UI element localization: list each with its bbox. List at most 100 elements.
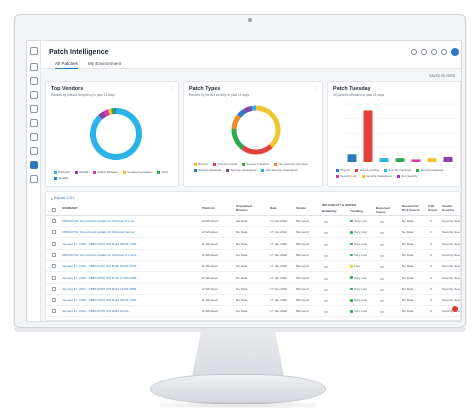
table-row[interactable]: January 17, 2022 - KB5010790 (OS Build 1… <box>46 273 460 284</box>
cell-trending: Very Low <box>350 230 367 234</box>
cell-summary[interactable]: January 17, 2022 - KB5010789 (OS Build 1… <box>62 286 139 291</box>
automation-icon[interactable] <box>30 119 38 127</box>
header-platform[interactable]: Platform <box>202 206 215 210</box>
table-row[interactable]: KB5010795: Out-of-band update for Window… <box>46 216 460 227</box>
legend-swatch <box>241 162 245 166</box>
patch-intelligence-icon[interactable] <box>30 161 38 169</box>
patch-type-slice[interactable] <box>241 144 273 155</box>
patch-type-slice[interactable] <box>237 108 247 118</box>
cell-summary[interactable]: KB5010792: Out-of-band update for Window… <box>62 252 139 257</box>
row-checkbox[interactable] <box>52 286 56 291</box>
patch-tuesday-bar[interactable] <box>395 158 405 162</box>
cell-date: 17 Jan 2022 <box>270 252 288 257</box>
shield-icon[interactable] <box>30 91 38 99</box>
row-checkbox[interactable] <box>52 219 56 223</box>
header-summary[interactable]: SUMMARY <box>62 206 78 210</box>
select-all-checkbox[interactable] <box>52 208 56 212</box>
cell-reliability <box>324 232 328 235</box>
table-row[interactable]: January 17, 2022 - KB5010795 (OS Build 1… <box>46 306 460 318</box>
legend-swatch <box>274 162 278 166</box>
table-row[interactable]: KB5010792: Out-of-band update for Window… <box>46 250 460 261</box>
cell-summary[interactable]: KB5010794: Out-of-band update for Window… <box>62 230 137 235</box>
header-trending[interactable]: Trending <box>350 209 364 213</box>
header-vendor-severity[interactable]: Vendor Severity <box>442 204 455 212</box>
patch-tuesday-bar[interactable] <box>427 158 437 162</box>
row-checkbox[interactable] <box>52 230 56 235</box>
home-icon[interactable] <box>30 47 38 55</box>
legend-label: Security Critical <box>359 168 379 172</box>
cell-summary[interactable]: January 17, 2022 - KB5010790 (OS Build 1… <box>62 275 139 280</box>
table-row[interactable]: January 17, 2022 - KB5010793 (OS Build 1… <box>46 295 460 307</box>
cell-unpatched: No Data <box>236 298 248 303</box>
patch-type-slice[interactable] <box>231 114 242 129</box>
tab-all-patches[interactable]: All Patches <box>55 61 78 69</box>
export-csv-button[interactable]: ⤓ Export CSV <box>51 195 75 200</box>
table-row[interactable]: January 17, 2022 - KB5010793 (OS Build 1… <box>46 239 460 250</box>
cell-date: 17 Jan 2022 <box>270 275 288 280</box>
header-date[interactable]: Date <box>270 206 277 210</box>
vendor-slice[interactable] <box>90 108 142 160</box>
users-icon[interactable] <box>30 133 38 141</box>
vendor-slice[interactable] <box>103 109 110 117</box>
cell-reported-issues <box>380 300 384 303</box>
help-circle-icon[interactable] <box>431 49 437 55</box>
cell-summary[interactable]: January 17, 2022 - KB5010793 (OS Build 1… <box>62 298 139 303</box>
top-vendors-title: Top Vendors <box>51 86 84 92</box>
cell-summary[interactable]: KB5010795: Out-of-band update for Window… <box>62 219 137 223</box>
patch-tuesday-bar[interactable] <box>411 159 421 162</box>
patch-type-slice[interactable] <box>255 105 281 148</box>
dashboard-icon[interactable] <box>30 63 38 71</box>
patch-tuesday-bar[interactable] <box>379 158 389 162</box>
vendor-slice[interactable] <box>98 111 107 120</box>
cell-reported-issues <box>380 254 384 257</box>
more-icon[interactable]: ⋮ <box>170 86 174 91</box>
table-row[interactable]: KB5010794: Out-of-band update for Window… <box>46 227 460 239</box>
legend-label: Security Low <box>340 174 357 178</box>
header-cve-count[interactable]: CVE Count <box>428 204 437 212</box>
cell-trending: Very Low <box>350 276 367 280</box>
top-vendors-card: Top Vendors Ranked by release frequency … <box>45 81 179 187</box>
cell-summary[interactable]: January 17, 2022 - KB5010793 (OS Build 1… <box>62 241 139 246</box>
row-checkbox[interactable] <box>52 241 56 246</box>
table-row[interactable]: January 17, 2022 - KB5010789 (OS Build 1… <box>46 284 460 295</box>
cell-summary[interactable]: January 17, 2022 - KB5010791 (OS Build 1… <box>62 264 139 269</box>
grid-icon[interactable] <box>441 49 447 55</box>
row-checkbox[interactable] <box>52 252 56 257</box>
legend-swatch <box>336 168 339 172</box>
row-checkbox[interactable] <box>52 309 56 314</box>
patch-tuesday-bar[interactable] <box>347 154 357 162</box>
more-icon[interactable]: ⋮ <box>314 86 318 91</box>
settings-icon[interactable] <box>30 147 38 155</box>
help-icon[interactable] <box>30 175 38 183</box>
patch-type-slice[interactable] <box>244 105 253 113</box>
cell-date: 17 Jan 2022 <box>270 298 288 303</box>
trending-dot <box>350 253 353 257</box>
cell-summary[interactable]: January 17, 2022 - KB5010795 (OS Build 1… <box>62 309 131 314</box>
vendor-legend-item: Zabbix Software <box>93 170 118 174</box>
export-csv-label: Export CSV <box>53 195 75 200</box>
avatar[interactable] <box>451 48 459 56</box>
patch-tuesday-bar[interactable] <box>443 156 453 162</box>
notification-icon[interactable] <box>421 49 427 55</box>
top-vendors-legend: Microsoft Mozilla Zabbix Software Vmware Fo… <box>54 170 176 180</box>
tab-my-environment[interactable]: My Environment <box>87 61 122 66</box>
table-row[interactable]: January 17, 2022 - KB5010791 (OS Build 1… <box>46 261 460 273</box>
chat-support-icon[interactable] <box>452 306 458 312</box>
header-reported-issues[interactable]: Reported Issues <box>376 206 390 214</box>
row-checkbox[interactable] <box>52 264 56 269</box>
devices-icon[interactable] <box>30 77 38 85</box>
vendor-slice[interactable] <box>107 108 113 115</box>
legend-swatch <box>212 162 216 166</box>
search-icon[interactable] <box>411 49 417 55</box>
patch-type-slice[interactable] <box>231 128 245 150</box>
header-researcher-risk[interactable]: Researcher Risk Source <box>402 204 420 212</box>
reports-icon[interactable] <box>30 105 38 113</box>
row-checkbox[interactable] <box>52 275 56 280</box>
patch-tuesday-bar[interactable] <box>363 110 373 162</box>
header-unpatched[interactable]: Unpatched Devices <box>236 204 252 212</box>
header-vendor[interactable]: Vendor <box>296 206 307 210</box>
cell-researcher-risk: No Data <box>402 219 414 223</box>
saved-filters-button[interactable]: SAVED FILTERS <box>429 74 455 78</box>
header-reliability[interactable]: Reliability <box>322 209 337 213</box>
row-checkbox[interactable] <box>52 298 56 303</box>
